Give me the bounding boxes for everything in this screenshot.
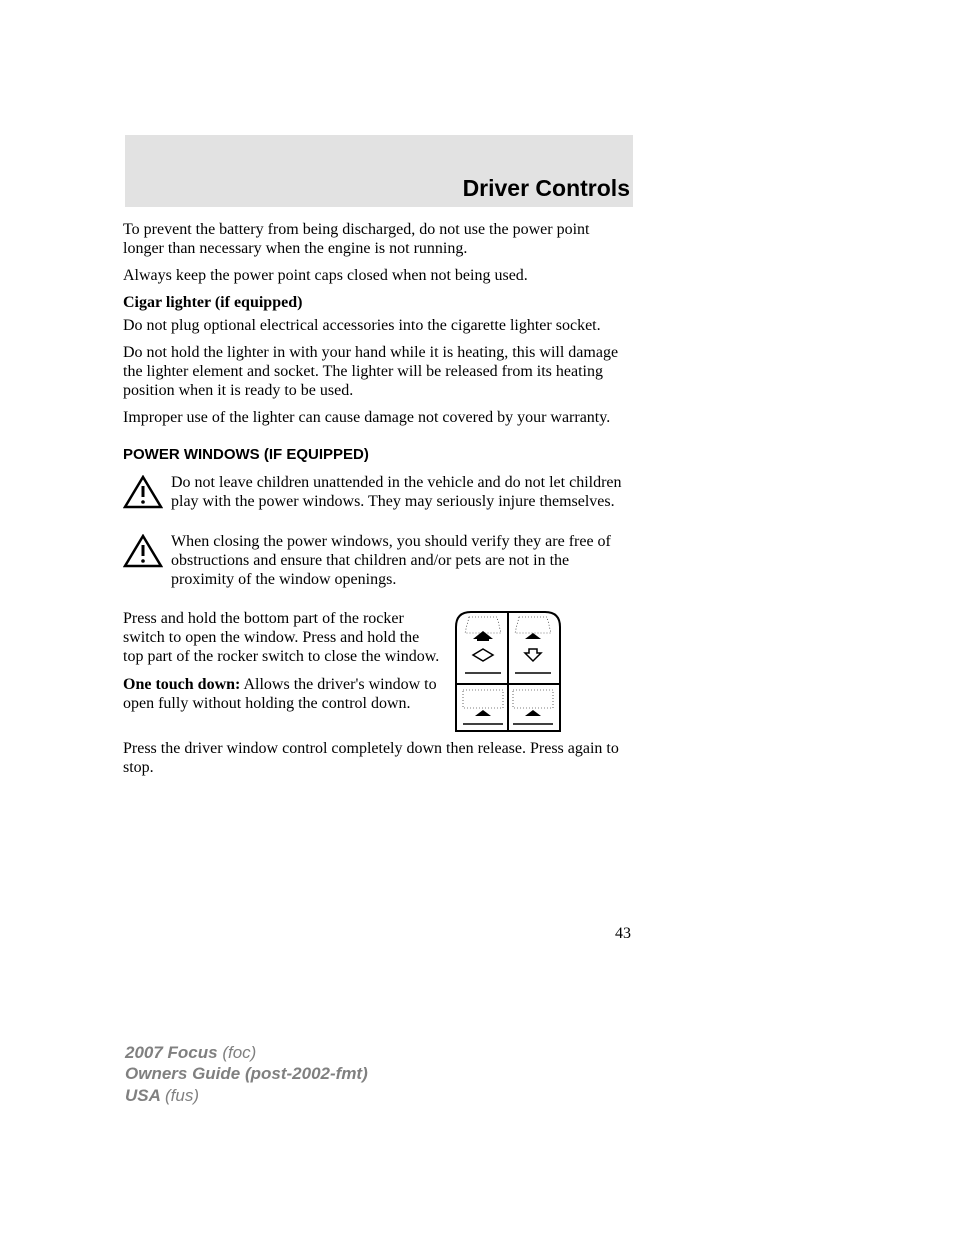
warning-text: When closing the power windows, you shou…: [123, 532, 633, 590]
warning-text: Do not leave children unattended in the …: [123, 473, 633, 511]
paragraph: Improper use of the lighter can cause da…: [123, 408, 633, 427]
subheading: Cigar lighter (if equipped): [123, 294, 633, 312]
footer-code: (foc): [222, 1043, 256, 1062]
footer-line: USA (fus): [125, 1085, 368, 1106]
paragraph: Do not hold the lighter in with your han…: [123, 343, 633, 401]
footer-line: Owners Guide (post-2002-fmt): [125, 1063, 368, 1084]
paragraph: Press the driver window control complete…: [123, 739, 633, 777]
paragraph: To prevent the battery from being discha…: [123, 220, 633, 258]
warning-icon: [123, 475, 163, 514]
window-switch-diagram: [453, 609, 563, 734]
paragraph: Press and hold the bottom part of the ro…: [123, 609, 443, 667]
paragraph: One touch down: Allows the driver's wind…: [123, 675, 443, 713]
footer-region: USA: [125, 1086, 165, 1105]
footer: 2007 Focus (foc) Owners Guide (post-2002…: [125, 1042, 368, 1106]
footer-code: (fus): [165, 1086, 199, 1105]
page-number: 43: [615, 925, 631, 943]
run-in-bold: One touch down:: [123, 676, 240, 693]
content-area: To prevent the battery from being discha…: [123, 220, 633, 785]
section-heading: POWER WINDOWS (IF EQUIPPED): [123, 446, 633, 463]
warning-icon: [123, 534, 163, 573]
right-column: [453, 609, 593, 739]
paragraph: Do not plug optional electrical accessor…: [123, 316, 633, 335]
footer-model: 2007 Focus: [125, 1043, 222, 1062]
two-column-row: Press and hold the bottom part of the ro…: [123, 609, 633, 739]
warning-block: Do not leave children unattended in the …: [123, 473, 633, 514]
left-column: Press and hold the bottom part of the ro…: [123, 609, 443, 721]
paragraph: Always keep the power point caps closed …: [123, 266, 633, 285]
page-title: Driver Controls: [463, 175, 630, 202]
footer-line: 2007 Focus (foc): [125, 1042, 368, 1063]
warning-block: When closing the power windows, you shou…: [123, 532, 633, 590]
